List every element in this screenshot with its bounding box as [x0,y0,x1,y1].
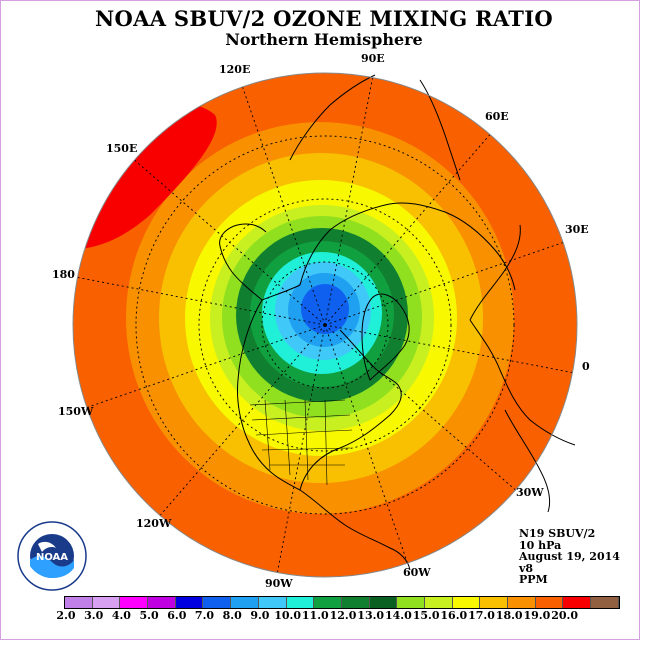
satellite-label: N19 SBUV/2 [519,527,596,540]
colorbar-ticks: 2.0 3.0 4.0 5.0 6.0 7.0 8.0 9.0 10.0 11.0 12.0 13.0… [0,609,648,623]
colorbar-swatch [258,597,287,608]
colorbar-tick-label: 6.0 [167,609,187,622]
longitude-label-120e: 120E [219,63,251,76]
longitude-label-30w: 30W [516,486,544,499]
colorbar-swatch [203,597,232,608]
meridian-line [324,134,491,326]
meridian-line [324,77,374,326]
coastline-africa [504,409,551,513]
colorbar-tick-label: 2.0 [56,609,76,622]
colorbar-tick-label: 14.0 [384,609,412,622]
longitude-label-90w: 90W [265,577,293,590]
longitude-label-60w: 60W [403,566,431,579]
version-label: v8 [519,561,534,575]
globe-outline [72,72,578,578]
coastline-alaska [219,223,267,301]
meridian-line [86,324,326,408]
coastline-greenland [361,293,410,381]
coastline-europe [469,224,576,446]
meridian-line [324,324,516,491]
longitude-label-30e: 30E [565,223,589,236]
pressure-level-label: 10 hPa [519,538,562,552]
colorbar-tick-label: 11.0 [301,609,329,622]
coastline-asia [299,202,516,291]
meridian-line [159,324,326,516]
colorbar-swatch [286,597,315,608]
colorbar-swatch [369,597,398,608]
colorbar-tick-label: 9.0 [250,609,270,622]
longitude-label-150w: 150W [58,405,94,418]
figure-frame [0,0,640,640]
coastline-north-america [237,284,411,571]
meridian-line [324,324,573,374]
colorbar-swatch [591,597,619,608]
colorbar-tick-label: 5.0 [139,609,159,622]
colorbar-swatch [148,597,176,608]
colorbar-tick-label: 13.0 [357,609,385,622]
coastline-east-asia [289,74,461,181]
colorbar-tick-label: 8.0 [222,609,242,622]
meridian-line [77,276,326,326]
longitude-label-180: 180 [52,268,75,281]
contour-band-7.0 [301,284,349,334]
colorbar-swatch [341,597,370,608]
us-state-grid [249,399,353,486]
longitude-label-60e: 60E [485,110,509,123]
meridian-line [324,324,408,564]
colorbar-swatch [424,597,453,608]
map-subtitle: Northern Hemisphere [225,30,423,49]
colorbar-tick-label: 4.0 [111,609,131,622]
colorbar-swatch [535,597,564,608]
longitude-label-90e: 90E [361,52,385,65]
metadata-block: N19 SBUV/2 10 hPa August 19, 2014 v8 PPM [519,528,620,586]
meridian-line [134,159,326,326]
date-label: August 19, 2014 [519,550,620,563]
meridian-line [242,86,326,326]
noaa-logo-icon: NOAA [17,521,87,591]
colorbar-tick-label: 3.0 [84,609,104,622]
colorbar-swatch [452,597,481,608]
logo-wordmark: NOAA [36,552,68,563]
colorbar-tick-label: 12.0 [329,609,357,622]
colorbar-tick-label: 18.0 [495,609,523,622]
colorbar-swatch [231,597,259,608]
meridian-line [324,242,564,326]
colorbar-swatch [65,597,93,608]
colorbar-swatch [508,597,536,608]
colorbar-swatch [314,597,342,608]
colorbar-swatch [92,597,121,608]
colorbar [64,596,620,609]
colorbar-tick-label: 7.0 [194,609,215,622]
colorbar-swatch [175,597,204,608]
units-label: PPM [519,573,548,586]
graticule [77,77,573,573]
colorbar-swatch [120,597,149,608]
map-title: NOAA SBUV/2 OZONE MIXING RATIO [95,6,553,31]
meridian-line [276,324,326,573]
colorbar-swatch [563,597,592,608]
colorbar-tick-label: 15.0 [412,609,440,622]
colorbar-tick-label: 10.0 [274,609,301,622]
colorbar-tick-label: 16.0 [440,609,468,622]
colorbar-swatch [480,597,508,608]
longitude-label-120w: 120W [136,517,172,530]
colorbar-tick-label: 20.0 [551,609,578,622]
longitude-label-0: 0 [582,360,590,373]
colorbar-tick-label: 17.0 [468,609,495,622]
ozone-contour-fields [73,73,577,577]
colorbar-tick-label: 19.0 [523,609,551,622]
longitude-label-150e: 150E [106,142,138,155]
continent-outlines [219,74,576,571]
colorbar-swatch [397,597,425,608]
